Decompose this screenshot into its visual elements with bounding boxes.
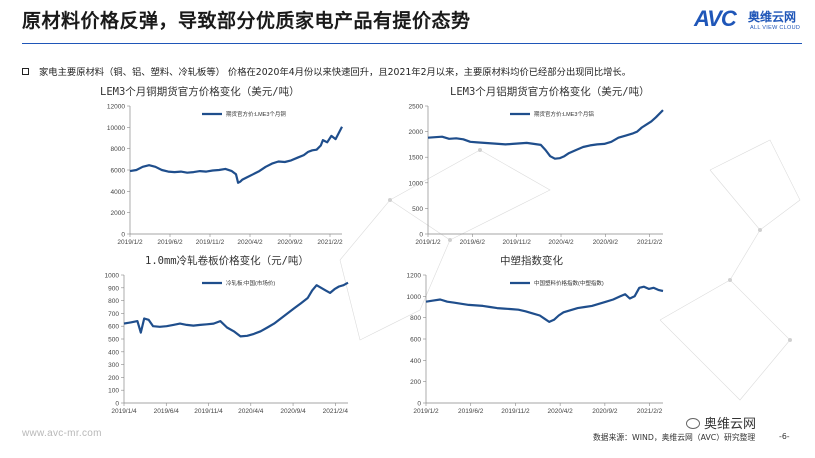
chart-plastic: 中塑指数变化 0 200 400 600 800 1000 1200 2019/1/2 2019… <box>388 253 678 418</box>
page-number: -6- <box>779 432 790 441</box>
chart-copper: LEM3个月铜期货官方价格变化（美元/吨） 0 2000 4000 6000 8000 1… <box>90 84 360 249</box>
x-tick-label: 2019/6/2 <box>458 408 484 415</box>
x-tick-label: 2020/4/2 <box>547 408 573 415</box>
legend-label: 期货官方价:LME3个月铝 <box>534 110 594 118</box>
y-tick-label: 300 <box>108 362 119 369</box>
x-tick-label: 2021/2/2 <box>637 408 663 415</box>
y-tick-label: 400 <box>108 349 119 356</box>
legend-label: 冷轧板:中国(市场价) <box>226 279 275 287</box>
y-tick-label: 600 <box>410 337 421 344</box>
y-tick-label: 12000 <box>107 104 125 111</box>
chart-title-aluminum: LEM3个月铝期货官方价格变化（美元/吨） <box>450 86 650 98</box>
chart-aluminum: LEM3个月铝期货官方价格变化（美元/吨） 0 500 1000 1500 2000 25… <box>388 84 678 249</box>
legend-label: 期货官方价:LME3个月铜 <box>226 110 286 118</box>
x-tick-label: 2021/2/2 <box>637 239 663 246</box>
x-tick-label: 2019/11/2 <box>501 408 530 415</box>
x-tick-label: 2020/9/4 <box>280 408 306 415</box>
x-tick-label: 2019/6/2 <box>157 239 183 246</box>
copper-chart-svg: 0 2000 4000 6000 8000 10000 12000 2019/1/2 2019/… <box>107 104 343 247</box>
x-tick-label: 2019/1/2 <box>413 408 439 415</box>
x-tick-label: 2020/9/2 <box>277 239 303 246</box>
series-line <box>425 285 664 324</box>
bullet-text: 家电主要原材料（铜、铝、塑料、冷轧板等） 价格在2020年4月份以来快速回升，且… <box>39 67 632 78</box>
y-tick-label: 500 <box>108 337 119 344</box>
y-tick-label: 200 <box>410 379 421 386</box>
page-title: 原材料价格反弹，导致部分优质家电产品有提价态势 <box>22 10 471 32</box>
plastic-chart-svg: 0 200 400 600 800 1000 1200 2019/1/2 2019/6/2 201… <box>407 273 664 415</box>
y-tick-label: 500 <box>412 206 423 213</box>
y-tick-label: 2000 <box>111 210 126 217</box>
x-tick-label: 2020/4/2 <box>237 239 263 246</box>
header-divider <box>22 43 802 44</box>
y-tick-label: 6000 <box>111 168 126 175</box>
y-tick-label: 200 <box>108 375 119 382</box>
y-tick-label: 10000 <box>107 125 125 132</box>
y-tick-label: 0 <box>121 232 125 239</box>
cold-rolled-chart-svg: 0 100 200 300 400 500 600 700 800 900 1000 2019/1/4… <box>105 273 349 415</box>
x-tick-label: 2019/6/2 <box>460 239 486 246</box>
chart-title-copper: LEM3个月铜期货官方价格变化（美元/吨） <box>100 86 300 98</box>
x-tick-label: 2020/9/2 <box>592 408 618 415</box>
wechat-icon <box>686 418 700 429</box>
x-tick-label: 2019/6/4 <box>154 408 180 415</box>
x-tick-label: 2019/1/4 <box>111 408 137 415</box>
y-tick-label: 1500 <box>409 155 424 162</box>
y-tick-label: 800 <box>108 298 119 305</box>
aluminum-chart-svg: 0 500 1000 1500 2000 2500 2019/1/2 2019/6/2 2019… <box>409 104 664 246</box>
avc-logo: AVC 奥维云网 ALL VIEW CLOUD <box>694 6 804 40</box>
legend-label: 中国塑料价格指数(中塑指数) <box>534 279 604 287</box>
x-tick-label: 2019/1/2 <box>415 239 441 246</box>
series-line <box>123 281 349 338</box>
y-tick-label: 8000 <box>111 146 126 153</box>
website-url: www.avc-mr.com <box>22 428 102 439</box>
decorative-network-background <box>339 139 801 401</box>
y-tick-label: 0 <box>115 401 119 408</box>
x-tick-label: 2020/4/4 <box>238 408 264 415</box>
y-tick-label: 0 <box>419 232 423 239</box>
chart-title-cold-rolled: 1.0mm冷轧卷板价格变化（元/吨） <box>145 255 309 267</box>
y-tick-label: 1000 <box>409 180 424 187</box>
wechat-text: 奥维云网 <box>704 417 757 432</box>
y-tick-label: 4000 <box>111 189 126 196</box>
y-tick-label: 1000 <box>407 294 422 301</box>
x-tick-label: 2020/9/2 <box>593 239 619 246</box>
y-tick-label: 2500 <box>409 104 424 111</box>
series-line <box>129 126 343 184</box>
chart-cold-rolled: 1.0mm冷轧卷板价格变化（元/吨） 0 100 200 300 400 500 600 70… <box>90 253 360 418</box>
wechat-watermark: 奥维云网 <box>686 413 756 432</box>
x-tick-label: 2019/11/4 <box>194 408 223 415</box>
y-tick-label: 0 <box>417 401 421 408</box>
logo-cn-text: 奥维云网 <box>748 10 797 24</box>
data-source: 数据来源：WIND，奥维云网（AVC）研究整理 <box>593 433 756 442</box>
x-tick-label: 2020/4/2 <box>548 239 574 246</box>
y-tick-label: 800 <box>410 315 421 322</box>
x-tick-label: 2021/2/2 <box>317 239 343 246</box>
logo-en-text: ALL VIEW CLOUD <box>750 25 801 31</box>
bullet-point: 家电主要原材料（铜、铝、塑料、冷轧板等） 价格在2020年4月份以来快速回升，且… <box>22 64 631 78</box>
y-tick-label: 600 <box>108 324 119 331</box>
y-tick-label: 100 <box>108 388 119 395</box>
y-tick-label: 1000 <box>105 273 120 280</box>
bullet-square-icon <box>22 68 29 75</box>
y-tick-label: 400 <box>410 358 421 365</box>
logo-avc-text: AVC <box>694 6 737 31</box>
y-tick-label: 700 <box>108 311 119 318</box>
x-tick-label: 2019/11/2 <box>502 239 531 246</box>
x-tick-label: 2019/11/2 <box>196 239 225 246</box>
y-tick-label: 1200 <box>407 273 422 280</box>
x-tick-label: 2019/1/2 <box>117 239 143 246</box>
x-tick-label: 2021/2/4 <box>323 408 349 415</box>
y-tick-label: 2000 <box>409 129 424 136</box>
series-line <box>427 109 664 160</box>
y-tick-label: 900 <box>108 285 119 292</box>
chart-title-plastic: 中塑指数变化 <box>500 255 563 267</box>
